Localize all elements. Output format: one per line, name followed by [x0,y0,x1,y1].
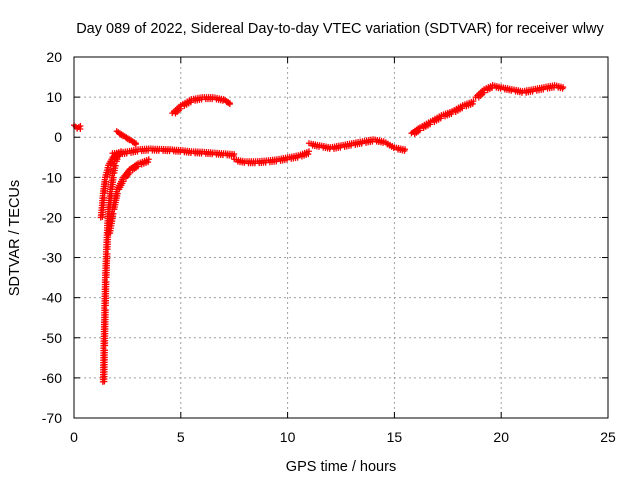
y-tick-label: -20 [42,209,62,225]
data-point-interp [103,178,110,185]
series-arc-band [109,145,238,159]
data-point [402,146,409,153]
series-arc-upper [169,94,233,117]
data-point-interp [114,190,121,197]
y-tick-label: -70 [42,410,62,426]
data-point [560,84,567,91]
x-tick-label: 5 [177,429,185,445]
x-tick-label: 15 [387,429,403,445]
data-point-interp [106,166,113,173]
data-point-interp [110,210,117,217]
chart-title: Day 089 of 2022, Sidereal Day-to-day VTE… [76,21,604,37]
series-arc-hump [305,136,409,154]
y-tick-labels: -70 -60 -50 -40 -30 -20 -10 0 10 20 [42,49,62,426]
data-point [470,98,477,105]
plot-frame [73,56,609,419]
data-point [305,148,312,155]
x-axis-title: GPS time / hours [286,459,396,475]
x-tick-label: 0 [70,429,78,445]
data-point [231,151,238,158]
y-axis-title: SDTVAR / TECUs [7,180,23,296]
y-tick-label: -40 [42,290,62,306]
series-arc-rise-b [105,156,152,237]
series-arc-dip [113,128,139,148]
data-series [71,82,567,385]
y-tick-label: 10 [46,89,62,105]
series-arc-climb [408,98,477,138]
x-tick-labels: 0 5 10 15 20 25 [70,429,616,445]
data-point [77,122,84,129]
x-tick-label: 25 [600,429,616,445]
y-tick-label: -30 [42,250,62,266]
x-tick-label: 10 [280,429,296,445]
y-tick-label: 20 [46,49,62,65]
data-point [132,140,139,147]
series-arc-plateau [472,82,567,101]
x-tick-label: 20 [493,429,509,445]
grid-lines [74,57,608,418]
y-tick-label: -60 [42,370,62,386]
y-tick-label: 0 [54,129,62,145]
series-arc-start [71,122,84,132]
series-arc-mid [231,148,312,167]
y-tick-label: -10 [42,169,62,185]
data-point [226,100,233,107]
tick-marks [73,56,609,419]
data-point [145,156,152,163]
y-tick-label: -50 [42,330,62,346]
series-arc-steep-drop [99,149,123,385]
data-point-interp [110,174,117,181]
